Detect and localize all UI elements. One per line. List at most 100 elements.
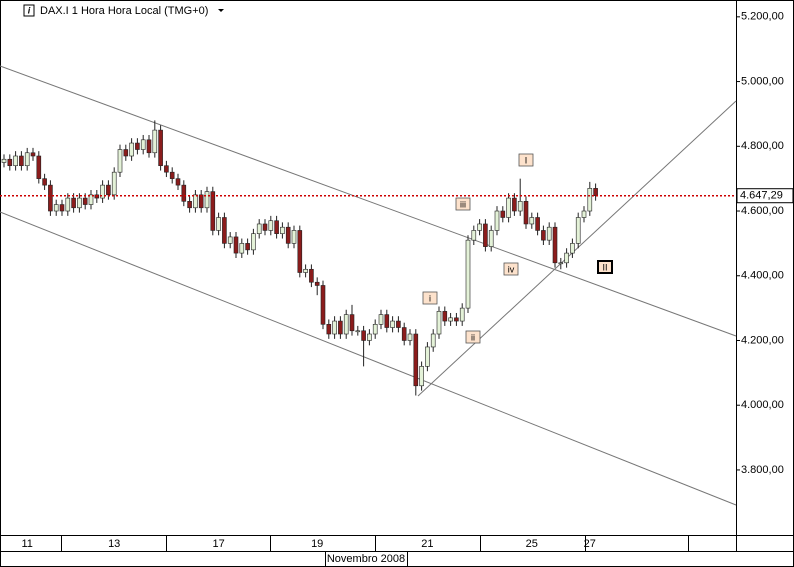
candle-body [280,226,285,234]
candle-body [309,268,314,283]
candle-body [24,152,30,167]
y-tick-label: 3.800,00 [741,464,784,476]
candle-body [320,285,326,325]
candle-body [349,314,355,332]
y-tick-label: 4.000,00 [741,399,784,411]
candle-body [216,217,221,231]
x-axis-title: Novembro 2008 [327,553,405,565]
candle-body [541,230,546,241]
candle-body [436,311,442,335]
candle-body [77,197,82,209]
candle-body [129,142,134,157]
y-tick-label: 4.800,00 [741,140,784,152]
y-tick-label: 4.600,00 [741,205,784,217]
candle-body [425,346,430,367]
x-tick-label: 11 [21,538,32,550]
candle-body [535,217,540,231]
candle-body [251,233,256,251]
candle-body [448,317,453,322]
candle-body [564,252,569,264]
candle-body [483,223,488,247]
y-tick-label: 4.200,00 [741,334,784,346]
candle-body [413,333,419,387]
candle-body [158,129,163,167]
candle-body [552,226,558,264]
candle-body [442,311,448,322]
candle-body [30,152,36,157]
wave-label-box [518,153,534,167]
candle-body [332,320,337,335]
candle-body [355,330,361,333]
candle-body [152,129,158,154]
candle-body [245,243,250,251]
candle-body [262,223,268,231]
candle-body [227,236,233,244]
candle-body [198,194,204,209]
candle-body [135,142,140,150]
x-tick-label: 19 [311,538,323,550]
candle-body [88,194,94,205]
candle-body [506,197,511,218]
candle-body [523,201,529,225]
candle-body [1,158,7,163]
candle-body [71,197,76,209]
wave-label-box [422,291,438,305]
dropdown-arrow[interactable] [218,9,224,12]
candle-body [36,155,42,179]
candle-body [169,171,175,179]
y-tick-label: 5.200,00 [741,11,784,23]
candle-body [396,320,401,328]
candle-body [175,178,181,186]
candle-body [401,327,407,341]
candle-body [193,194,198,209]
candle-body [111,171,117,196]
candle-body [239,243,245,254]
wave-label-box [455,197,471,211]
candle-body [285,226,291,244]
candle-body [210,191,216,231]
candle-body [204,191,210,209]
candle-body [48,184,53,212]
last-price-box [736,188,794,204]
candle-body [593,188,598,197]
wave-label: II [602,262,607,272]
candle-body [558,262,564,265]
wave-label-box [503,262,519,276]
candle-body [314,281,320,286]
wave-label: ii [471,332,475,342]
candle-body [233,236,239,254]
candle-body [367,333,372,341]
candle-body [146,139,152,154]
candle-body [100,184,105,199]
info-icon[interactable] [23,4,35,17]
candle-body [390,320,395,328]
wave-label: iii [460,199,466,209]
candle-body [59,204,65,212]
candle-body [454,317,459,322]
candle-body [343,314,349,335]
candle-body [268,220,274,231]
candle-body [19,155,24,167]
candle-body [123,149,129,157]
candle-body [326,324,332,335]
candle-body [471,230,477,241]
candle-body [546,226,552,241]
info-icon-glyph: i [28,5,31,15]
candle-body [222,217,227,244]
candle-body [477,223,482,231]
candle-body [500,210,506,218]
candle-body [361,330,366,341]
candle-body [53,204,59,212]
wave-label-box [597,260,613,274]
candle-body [117,149,123,173]
candle-body [13,155,18,167]
candle-body [140,139,146,150]
wave-label: iv [508,264,515,274]
candle-body [106,184,111,196]
y-tick-label: 4.400,00 [741,270,784,282]
wave-label-box [465,330,481,344]
candle-body [517,201,523,212]
candle-body [338,320,343,335]
